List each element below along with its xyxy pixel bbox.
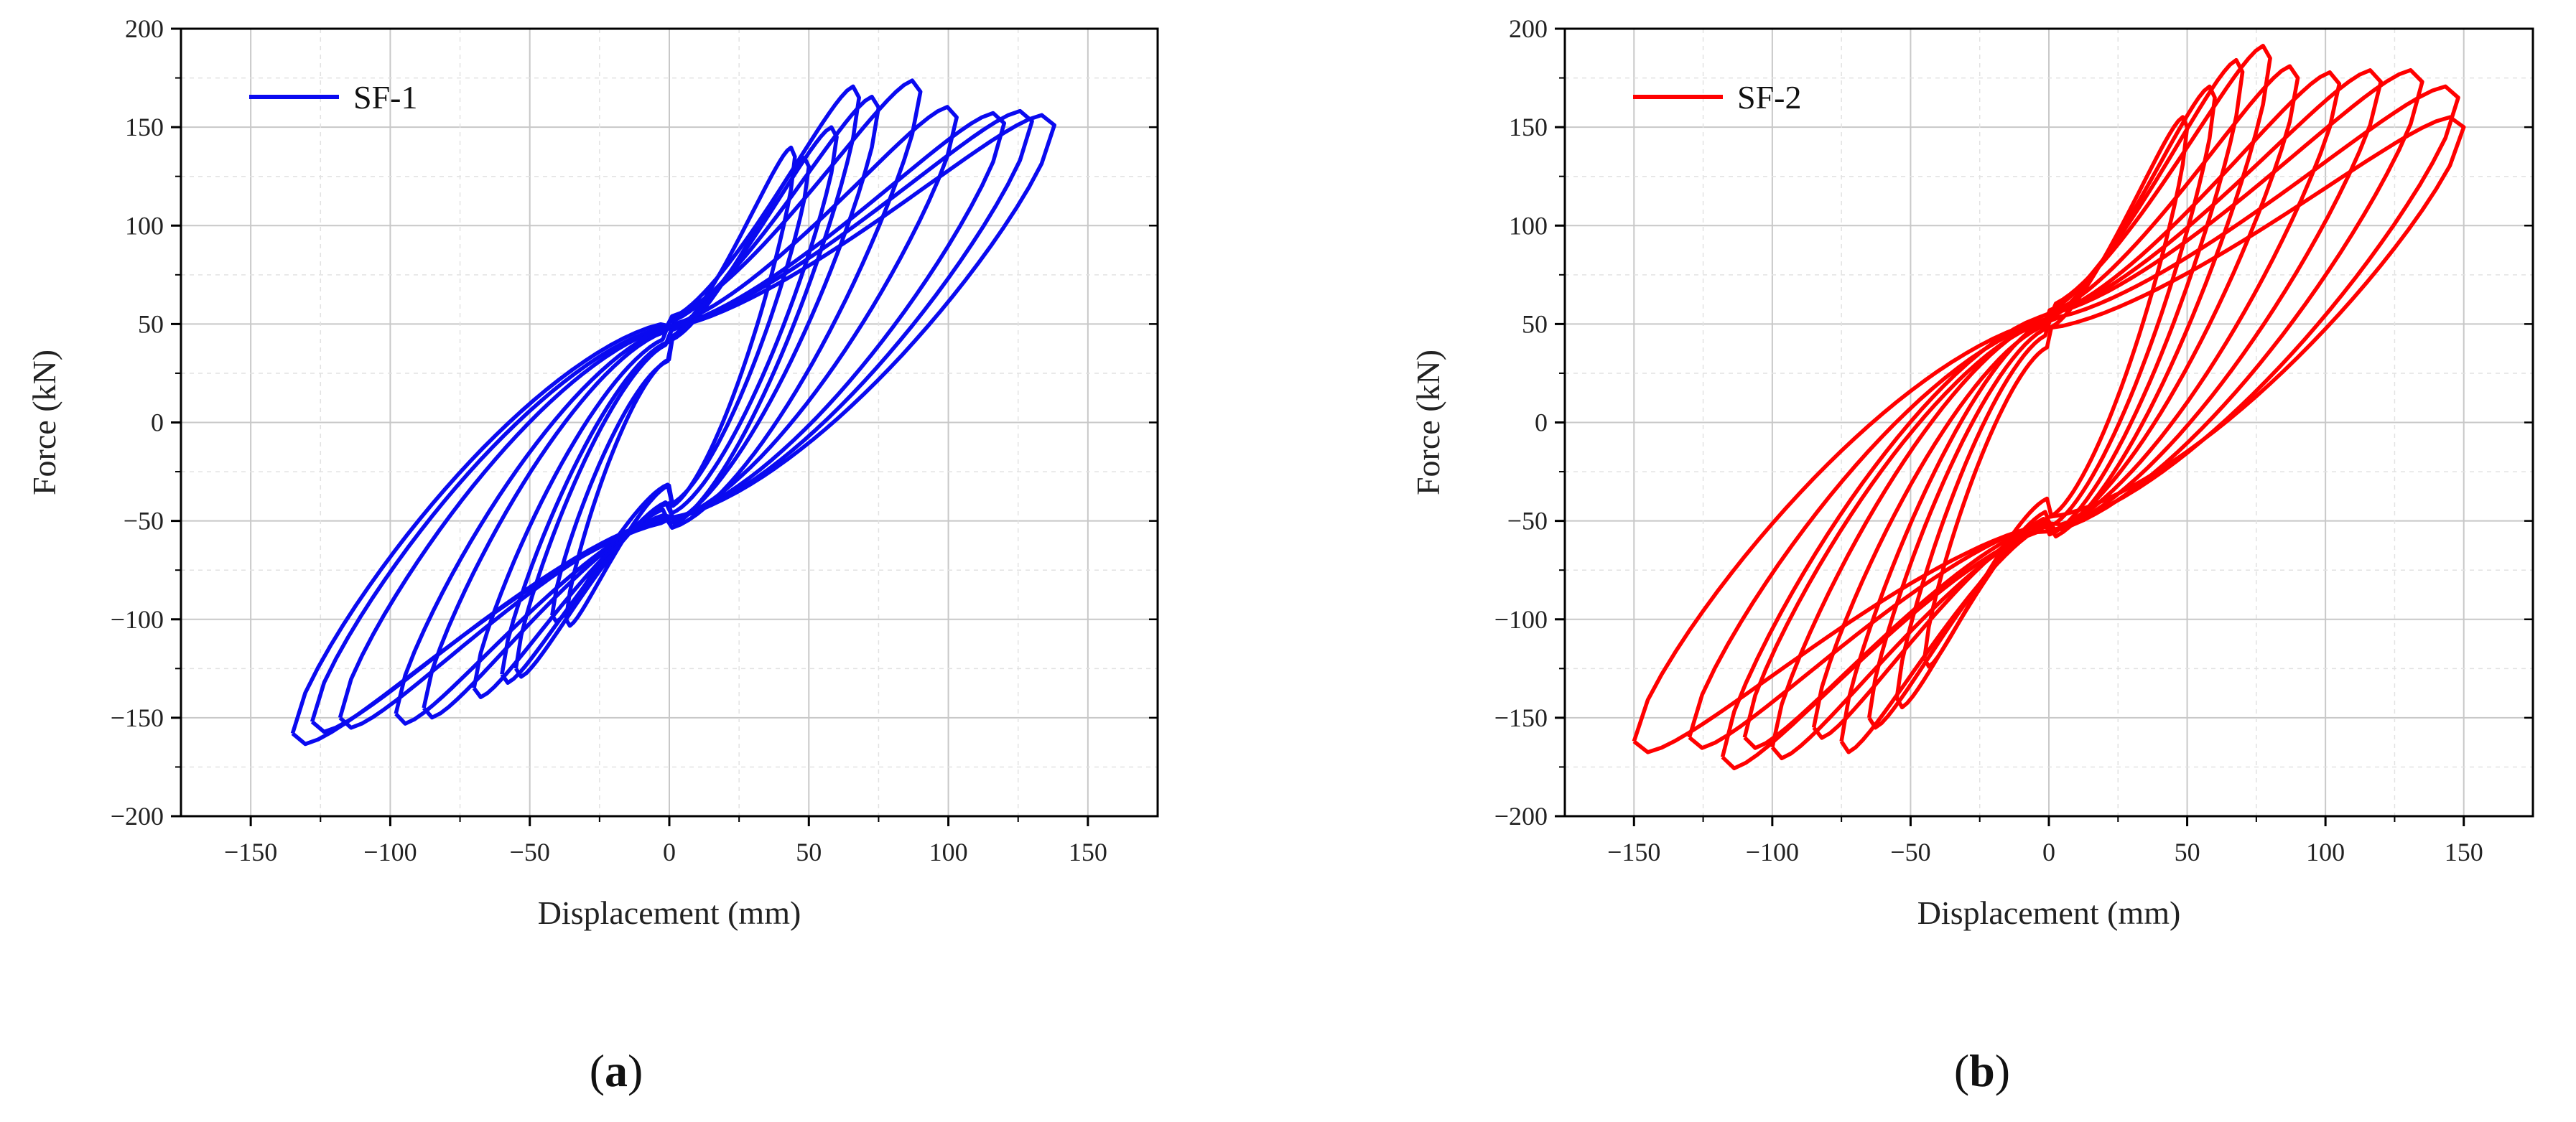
y-tick-label: −200 <box>111 802 164 831</box>
hysteresis-loop-7 <box>1742 68 2383 750</box>
caption-b-letter: b <box>1969 1045 1995 1096</box>
legend-label: SF-1 <box>353 79 417 116</box>
caption-a: (a) <box>589 1045 643 1096</box>
y-tick-label: 50 <box>138 309 164 338</box>
y-tick-label: 0 <box>151 408 164 437</box>
hysteresis-loop-2 <box>550 155 812 624</box>
x-tick-label: 100 <box>929 838 968 866</box>
x-tick-label: −100 <box>1746 838 1799 866</box>
x-tick-label: 50 <box>796 838 822 866</box>
y-axis-label: Force (kN) <box>1410 350 1446 495</box>
x-tick-label: −50 <box>1890 838 1930 866</box>
x-tick-label: −150 <box>1607 838 1660 866</box>
chart-panel-b: −150 −100 −50 0 50 100 150 −200 −150 −100 −50 0 50 10… <box>1288 0 2576 1122</box>
chart-panel-a: −150 −100 −50 0 50 100 150 −200 −150 −100 −50 0 50 10… <box>26 14 1159 931</box>
legend-label: SF-2 <box>1737 79 1801 116</box>
hysteresis-loop-6 <box>422 78 923 720</box>
hysteresis-loop-10 <box>1632 115 2466 754</box>
y-tick-label: −50 <box>1507 507 1548 536</box>
x-tick-label: −150 <box>224 838 277 866</box>
y-tick-label: 150 <box>125 113 164 141</box>
x-tick-label: −50 <box>510 838 550 866</box>
hysteresis-loop-7 <box>394 105 959 726</box>
y-tick-label: 150 <box>1509 113 1548 141</box>
y-tick-label: 100 <box>125 211 164 240</box>
hysteresis-chart-b: −150 −100 −50 0 50 100 150 −200 −150 −100 −50 0 50 10… <box>1410 14 2534 931</box>
y-tick-label: 200 <box>125 14 164 43</box>
y-tick-label: 50 <box>1522 309 1548 338</box>
hysteresis-loop-8 <box>1720 67 2424 771</box>
hysteresis-loop-8 <box>338 111 1007 730</box>
y-tick-label: 200 <box>1509 14 1548 43</box>
hysteresis-loop-6 <box>1770 70 2342 761</box>
y-tick-label: −100 <box>111 605 164 634</box>
x-axis-label: Displacement (mm) <box>538 894 801 931</box>
x-tick-label: 150 <box>2445 838 2483 866</box>
x-tick-label: 100 <box>2306 838 2345 866</box>
hysteresis-loop-1 <box>564 145 797 628</box>
x-tick-label: −100 <box>363 838 417 866</box>
y-tick-label: −150 <box>1494 703 1548 732</box>
x-tick-label: 50 <box>2175 838 2200 866</box>
x-tick-label: 0 <box>2042 838 2055 866</box>
y-tick-label: 0 <box>1535 408 1548 437</box>
y-axis-label: Force (kN) <box>26 350 62 495</box>
hysteresis-loop-4 <box>1839 44 2272 754</box>
x-tick-label: 0 <box>663 838 676 866</box>
y-tick-label: −200 <box>1494 802 1548 831</box>
x-tick-label: 150 <box>1069 838 1107 866</box>
y-tick-label: −150 <box>111 703 164 732</box>
caption-b: (b) <box>1953 1045 2011 1096</box>
y-tick-label: 100 <box>1509 211 1548 240</box>
caption-a-letter: a <box>605 1045 628 1096</box>
hysteresis-loop-9 <box>1687 84 2460 750</box>
hysteresis-loop-10 <box>290 113 1056 747</box>
x-axis-label: Displacement (mm) <box>1917 894 2181 931</box>
hysteresis-chart-a: −150 −100 −50 0 50 100 150 −200 −150 −100 −50 0 50 10… <box>26 14 1159 931</box>
y-tick-label: −100 <box>1494 605 1548 634</box>
y-tick-label: −50 <box>124 507 164 536</box>
